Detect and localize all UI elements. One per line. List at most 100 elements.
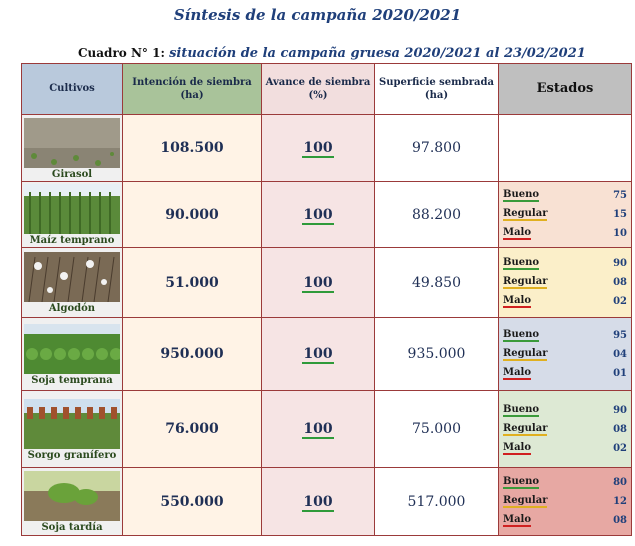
- estado-bueno-label: Bueno: [503, 328, 540, 342]
- avance-cell: 100: [261, 247, 375, 318]
- table-row: Soja temprana 950.000 100 935.000 Bueno …: [21, 317, 632, 391]
- header-estados: Estados: [498, 63, 632, 115]
- sunflower-field-photo: [24, 117, 120, 168]
- avance-cell: 100: [261, 390, 375, 468]
- intencion-cell: 90.000: [122, 181, 262, 248]
- avance-value: 100: [302, 206, 334, 225]
- superficie-cell: 75.000: [374, 390, 499, 468]
- header-avance-line2: (%): [308, 90, 328, 101]
- intencion-cell: 108.500: [122, 114, 262, 182]
- estado-bueno-label: Bueno: [503, 257, 540, 270]
- crop-name: Soja temprana: [31, 374, 113, 386]
- estado-bueno-value: 90: [613, 404, 627, 416]
- estados-cell: Bueno 90 Regular 08 Malo 02: [498, 390, 632, 468]
- estados-list: Bueno 95 Regular 04 Malo 01: [499, 324, 631, 385]
- estado-bueno: Bueno 80: [503, 473, 627, 492]
- estado-malo-value: 10: [613, 228, 627, 239]
- header-superficie: Superficie sembrada (ha): [374, 63, 499, 115]
- estados-cell: Bueno 90 Regular 08 Malo 02: [498, 247, 632, 318]
- avance-value: 100: [302, 421, 334, 439]
- campaign-table: Cultivos Intención de siembra (ha) Avanc…: [21, 63, 632, 536]
- crop-cell: Sorgo granífero: [21, 390, 123, 468]
- estado-regular-label: Regular: [503, 276, 548, 289]
- estado-bueno-label: Bueno: [503, 189, 540, 202]
- crop-name: Girasol: [51, 168, 93, 180]
- estado-bueno: Bueno 75: [503, 186, 627, 205]
- estado-malo-label: Malo: [503, 366, 532, 380]
- avance-cell: 100: [261, 317, 375, 391]
- estados-cell: Bueno 75 Regular 15 Malo 10: [498, 181, 632, 248]
- table-row: Sorgo granífero 76.000 100 75.000 Bueno …: [21, 390, 632, 468]
- crop-cell: Soja temprana: [21, 317, 123, 391]
- header-intencion: Intención de siembra (ha): [122, 63, 262, 115]
- estado-bueno-label: Bueno: [503, 476, 540, 489]
- late-soy-field-photo: [24, 471, 120, 521]
- estados-list: Bueno 75 Regular 15 Malo 10: [499, 184, 631, 245]
- avance-cell: 100: [261, 467, 375, 536]
- estados-cell: Bueno 80 Regular 12 Malo 08: [498, 467, 632, 536]
- estados-list: Bueno 90 Regular 08 Malo 02: [499, 252, 631, 313]
- corn-field-photo: [24, 184, 120, 234]
- estado-malo-label: Malo: [503, 295, 532, 308]
- crop-cell: Algodón: [21, 247, 123, 318]
- estado-regular-value: 08: [613, 277, 627, 288]
- header-avance-line1: Avance de siembra: [265, 76, 371, 88]
- estado-malo-value: 02: [613, 442, 627, 454]
- estado-malo-value: 08: [613, 515, 627, 526]
- soy-field-photo: [24, 323, 120, 374]
- estado-regular: Regular 15: [503, 205, 627, 224]
- estado-bueno-value: 75: [613, 190, 627, 201]
- estado-regular-label: Regular: [503, 208, 548, 221]
- estados-cell: [498, 114, 632, 182]
- avance-value: 100: [302, 493, 334, 512]
- estado-regular: Regular 08: [503, 273, 627, 292]
- table-caption: Cuadro N° 1: situación de la campaña gru…: [78, 46, 586, 61]
- estado-bueno-value: 90: [613, 258, 627, 269]
- header-intencion-line1: Intención de siembra: [132, 76, 252, 88]
- estado-bueno-label: Bueno: [503, 403, 540, 417]
- estado-malo: Malo 02: [503, 439, 627, 458]
- estado-regular-value: 08: [613, 423, 627, 435]
- crop-name: Sorgo granífero: [27, 449, 117, 461]
- table-row: Girasol 108.500 100 97.800: [21, 114, 632, 182]
- avance-cell: 100: [261, 114, 375, 182]
- intencion-cell: 950.000: [122, 317, 262, 391]
- estado-regular-label: Regular: [503, 347, 548, 361]
- caption-text: situación de la campaña gruesa 2020/2021…: [169, 46, 586, 61]
- table-row: Algodón 51.000 100 49.850 Bueno 90 Regul…: [21, 247, 632, 318]
- superficie-cell: 97.800: [374, 114, 499, 182]
- estado-bueno: Bueno 95: [503, 326, 627, 345]
- estado-regular: Regular 04: [503, 345, 627, 364]
- estado-regular-value: 04: [613, 348, 627, 360]
- estados-list: Bueno 90 Regular 08 Malo 02: [499, 399, 631, 460]
- estado-regular-label: Regular: [503, 422, 548, 436]
- estado-malo-label: Malo: [503, 227, 532, 240]
- estado-bueno-value: 95: [613, 329, 627, 341]
- estado-malo-label: Malo: [503, 441, 532, 455]
- estado-regular-value: 12: [613, 496, 627, 507]
- superficie-cell: 517.000: [374, 467, 499, 536]
- estado-regular: Regular 08: [503, 420, 627, 439]
- crop-cell: Girasol: [21, 114, 123, 182]
- page-title: Síntesis de la campaña 2020/2021: [173, 6, 462, 24]
- table-row: Soja tardía 550.000 100 517.000 Bueno 80…: [21, 467, 632, 536]
- estado-malo-value: 02: [613, 296, 627, 307]
- crop-name: Algodón: [48, 303, 96, 314]
- header-avance: Avance de siembra (%): [261, 63, 375, 115]
- estado-bueno-value: 80: [613, 477, 627, 488]
- caption-label: Cuadro N° 1:: [78, 46, 165, 60]
- crop-name: Soja tardía: [41, 522, 103, 533]
- avance-value: 100: [302, 274, 334, 293]
- superficie-cell: 935.000: [374, 317, 499, 391]
- sorghum-field-photo: [24, 398, 120, 449]
- estado-malo: Malo 10: [503, 224, 627, 243]
- superficie-cell: 49.850: [374, 247, 499, 318]
- estado-regular-value: 15: [613, 209, 627, 220]
- crop-cell: Maíz temprano: [21, 181, 123, 248]
- header-superficie-line2: (ha): [424, 90, 449, 101]
- header-intencion-line2: (ha): [180, 90, 204, 101]
- estado-bueno: Bueno 90: [503, 401, 627, 420]
- intencion-cell: 550.000: [122, 467, 262, 536]
- estado-malo: Malo 08: [503, 511, 627, 530]
- estado-malo-label: Malo: [503, 514, 532, 527]
